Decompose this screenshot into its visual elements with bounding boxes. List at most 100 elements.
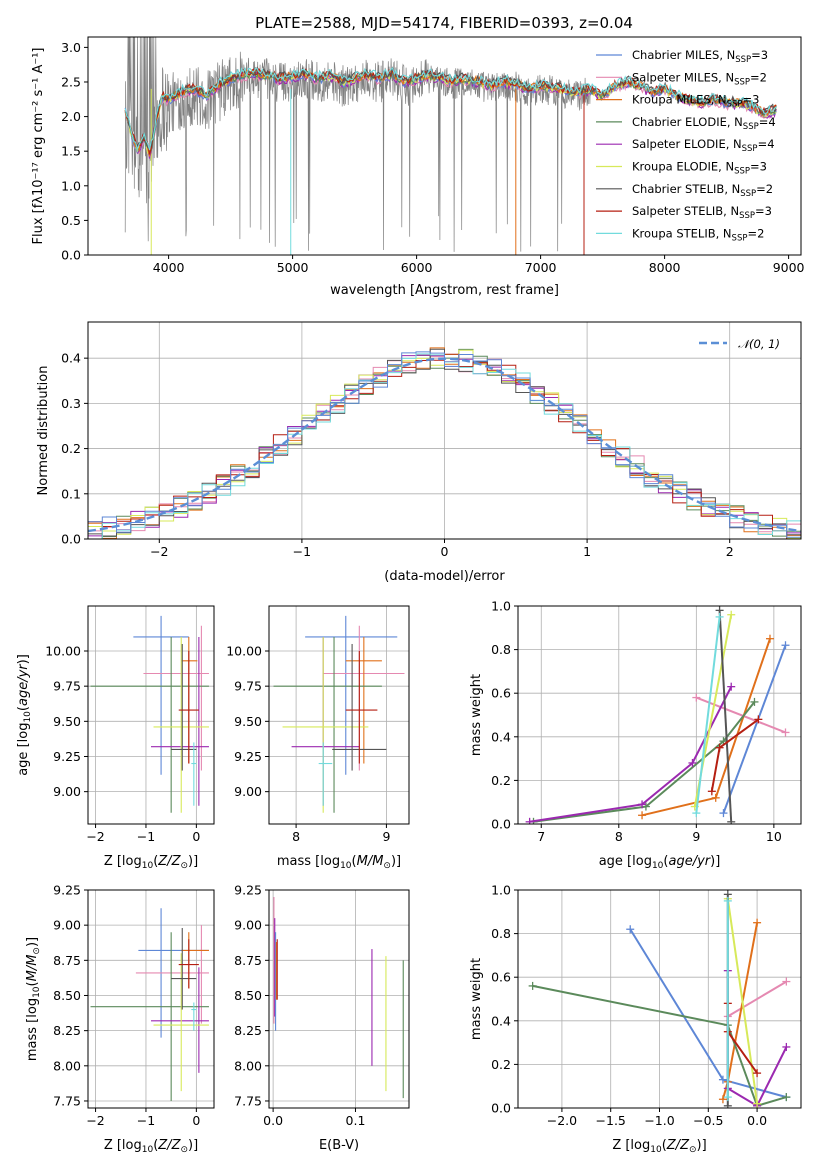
- weight-line-yellow: [726, 898, 759, 1104]
- y-tick-label: 2.5: [61, 74, 81, 89]
- spectrum-legend: Chabrier MILES, NSSP=3 Salpeter MILES, NS…: [596, 48, 776, 243]
- z-mass-ylabel: mass [log10(M/M⊙)]: [25, 937, 42, 1061]
- y-tick-label: 1.0: [61, 178, 81, 193]
- weight-line-blue: [722, 644, 787, 814]
- x-tick-label: 0: [192, 1113, 200, 1128]
- legend-label: Salpeter MILES, NSSP=2: [632, 70, 767, 87]
- y-tick-label: 0.6: [491, 970, 511, 985]
- ebv-mass-panel: 0.0 0.1 7.75 8.00 8.25 8.50 8.75 9.00 9.25 E(B-V): [234, 883, 410, 1153]
- y-tick-label: 1.0: [491, 883, 511, 898]
- x-tick-label: −0.5: [693, 1113, 723, 1128]
- residuals-legend: 𝒩(0, 1): [699, 337, 780, 351]
- y-tick-label: 9.00: [53, 918, 81, 933]
- legend-label: 𝒩(0, 1): [738, 337, 780, 351]
- y-tick-label: 9.25: [53, 749, 81, 764]
- x-tick-label: −2: [86, 1113, 104, 1128]
- x-tick-label: 1: [583, 544, 591, 559]
- y-tick-label: 8.50: [234, 988, 262, 1003]
- y-tick-label: 3.0: [61, 40, 81, 55]
- age-weight-ylabel: mass weight: [469, 674, 484, 756]
- y-tick-label: 0.0: [491, 817, 511, 832]
- y-tick-label: 0.0: [61, 248, 81, 263]
- y-tick-label: 1.0: [491, 599, 511, 614]
- x-tick-label: −1.5: [596, 1113, 626, 1128]
- legend-label: Chabrier ELODIE, NSSP=4: [632, 115, 776, 132]
- y-tick-label: 9.50: [53, 714, 81, 729]
- x-tick-label: 6000: [401, 260, 433, 275]
- y-tick-label: 9.25: [234, 749, 262, 764]
- y-tick-label: 0.4: [61, 351, 81, 366]
- z-age-xlabel: Z [log10(Z/Z⊙)]: [104, 854, 198, 871]
- y-tick-label: 0.8: [491, 926, 511, 941]
- y-tick-label: 0.4: [491, 729, 511, 744]
- x-tick-label: −1.0: [644, 1113, 674, 1128]
- age-weight-frame: [517, 605, 802, 825]
- x-tick-label: 10: [766, 829, 782, 844]
- model-spectrum-cyan: [124, 66, 777, 152]
- y-tick-label: 8.75: [234, 953, 262, 968]
- y-tick-label: 0.4: [491, 1013, 511, 1028]
- y-tick-label: 8.00: [234, 1058, 262, 1073]
- age-weight-panel: 7 8 9 10 0.0 0.2 0.4 0.6 0.8 1.0 age [log10(age/yr…: [469, 599, 802, 871]
- x-tick-label: −2: [150, 544, 168, 559]
- gaussian-curve: [88, 357, 801, 533]
- y-tick-label: 8.25: [53, 1023, 81, 1038]
- x-tick-label: 0.1: [346, 1113, 366, 1128]
- ebv-mass-xlabel: E(B-V): [319, 1138, 359, 1153]
- z-age-ylabel: age [log10(age/yr)]: [16, 654, 33, 776]
- z-weight-panel: −2.0 −1.5 −1.0 −0.5 0.0 0.0 0.2 0.4 0.6 0.8 1.0 Z […: [469, 883, 802, 1155]
- y-tick-label: 0.5: [61, 213, 81, 228]
- legend-label: Salpeter STELIB, NSSP=3: [632, 204, 772, 221]
- z-age-frame: [87, 605, 215, 825]
- x-tick-label: 5000: [277, 260, 309, 275]
- mass-age-plot-area: [273, 615, 405, 813]
- y-tick-label: 8.25: [234, 1023, 262, 1038]
- weight-line-pink: [695, 696, 786, 734]
- x-tick-label: 0: [441, 544, 449, 559]
- ebv-mass-frame: [268, 889, 410, 1109]
- residuals-ylabel: Normed distribution: [36, 366, 51, 496]
- spectrum-ylabel: Flux [fλ10⁻¹⁷ erg cm⁻² s⁻¹ A⁻¹]: [31, 48, 46, 245]
- y-tick-label: 8.75: [53, 953, 81, 968]
- mass-age-xlabel: mass [log10(M/M⊙)]: [277, 854, 401, 871]
- y-tick-label: 7.75: [234, 1093, 262, 1108]
- x-tick-label: −2.0: [547, 1113, 577, 1128]
- ebv-mass-plot-area: [273, 897, 404, 1099]
- x-tick-label: 8000: [649, 260, 681, 275]
- x-tick-label: 4000: [153, 260, 185, 275]
- x-tick-label: 9000: [773, 260, 805, 275]
- y-tick-label: 0.1: [61, 486, 81, 501]
- spectrum-xlabel: wavelength [Angstrom, rest frame]: [330, 283, 559, 298]
- y-tick-label: 8.50: [53, 988, 81, 1003]
- y-tick-label: 0.2: [491, 773, 511, 788]
- y-tick-label: 0.2: [61, 441, 81, 456]
- y-tick-label: 0.6: [491, 686, 511, 701]
- age-weight-xlabel: age [log10(age/yr)]: [599, 854, 721, 871]
- y-tick-label: 2.0: [61, 109, 81, 124]
- z-age-plot-area: [90, 615, 209, 813]
- weight-line-purple: [529, 686, 733, 823]
- legend-label: Kroupa MILES, NSSP=3: [632, 93, 759, 110]
- residuals-xlabel: (data-model)/error: [384, 569, 505, 584]
- z-mass-frame: [87, 889, 215, 1109]
- y-tick-label: 9.25: [53, 883, 81, 898]
- spectrum-frame: [87, 36, 802, 256]
- y-tick-label: 0.3: [61, 396, 81, 411]
- legend-label: Kroupa ELODIE, NSSP=3: [632, 160, 767, 177]
- y-tick-label: 9.75: [53, 679, 81, 694]
- x-tick-label: 0: [192, 829, 200, 844]
- y-tick-label: 9.50: [234, 714, 262, 729]
- mass-age-panel: 8 9 9.00 9.25 9.50 9.75 10.00 mass [log10(M/M⊙)…: [226, 605, 410, 871]
- y-tick-label: 9.75: [234, 679, 262, 694]
- x-tick-label: −1: [137, 829, 155, 844]
- model-spectrum-red: [124, 67, 777, 155]
- y-tick-label: 10.00: [45, 644, 81, 659]
- y-tick-label: 0.0: [61, 532, 81, 547]
- weight-line-pink: [727, 980, 787, 1018]
- mass-age-frame: [268, 605, 410, 825]
- spectrum-plot-area: [124, 37, 777, 255]
- x-tick-label: 7000: [525, 260, 557, 275]
- y-tick-label: 0.8: [491, 642, 511, 657]
- weight-line-green: [533, 701, 756, 823]
